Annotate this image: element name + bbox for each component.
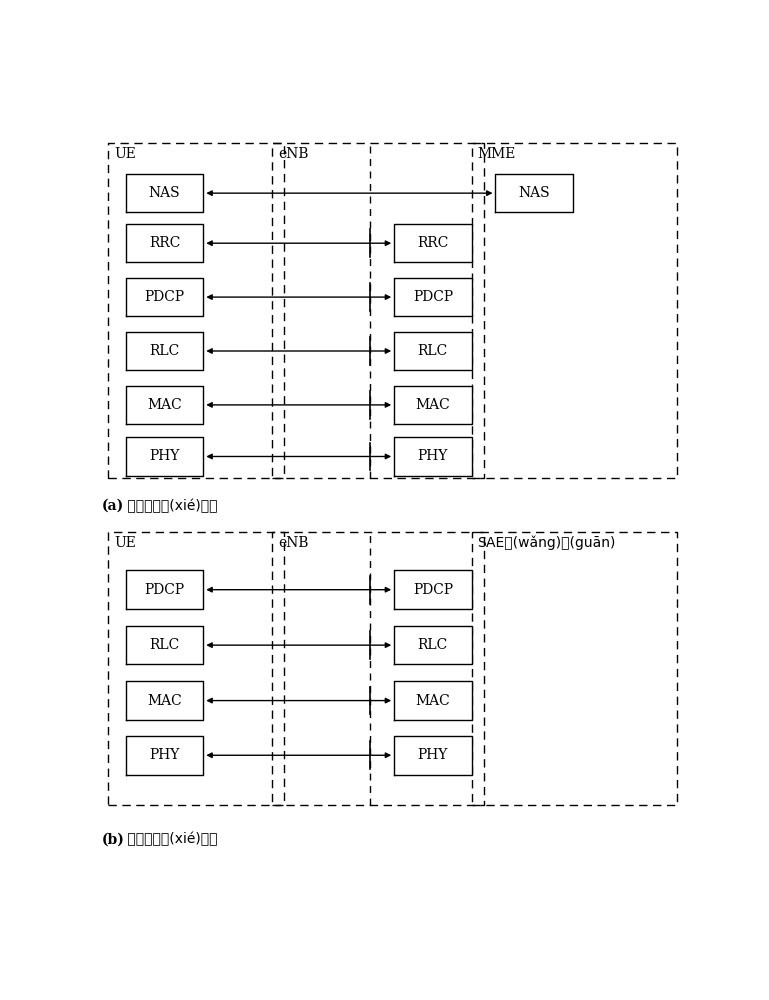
Polygon shape xyxy=(126,278,203,316)
Polygon shape xyxy=(394,224,471,262)
Text: PHY: PHY xyxy=(418,449,448,463)
Text: RRC: RRC xyxy=(149,236,181,250)
Polygon shape xyxy=(394,626,471,664)
Text: MME: MME xyxy=(478,147,516,161)
Polygon shape xyxy=(126,736,203,774)
Polygon shape xyxy=(126,224,203,262)
Text: NAS: NAS xyxy=(149,186,181,200)
Text: NAS: NAS xyxy=(518,186,550,200)
Polygon shape xyxy=(126,332,203,370)
Polygon shape xyxy=(126,570,203,609)
Polygon shape xyxy=(126,386,203,424)
Polygon shape xyxy=(394,681,471,720)
Text: 控制平面協(xié)議棧: 控制平面協(xié)議棧 xyxy=(123,499,218,513)
Text: RLC: RLC xyxy=(149,638,180,652)
Polygon shape xyxy=(126,626,203,664)
Text: SAE網(wǎng)關(guān): SAE網(wǎng)關(guān) xyxy=(478,536,616,550)
Text: eNB: eNB xyxy=(278,147,308,161)
Text: MAC: MAC xyxy=(415,694,450,708)
Text: MAC: MAC xyxy=(148,398,182,412)
Polygon shape xyxy=(495,174,573,212)
Polygon shape xyxy=(126,681,203,720)
Text: PDCP: PDCP xyxy=(413,583,453,597)
Text: (b): (b) xyxy=(102,832,125,846)
Polygon shape xyxy=(126,437,203,476)
Polygon shape xyxy=(394,278,471,316)
Text: PHY: PHY xyxy=(418,748,448,762)
Text: RLC: RLC xyxy=(149,344,180,358)
Polygon shape xyxy=(394,736,471,774)
Text: (a): (a) xyxy=(102,499,125,513)
Polygon shape xyxy=(394,570,471,609)
Text: RLC: RLC xyxy=(418,638,448,652)
Text: MAC: MAC xyxy=(415,398,450,412)
Polygon shape xyxy=(126,174,203,212)
Polygon shape xyxy=(394,332,471,370)
Text: MAC: MAC xyxy=(148,694,182,708)
Text: PHY: PHY xyxy=(149,748,180,762)
Text: UE: UE xyxy=(114,536,136,550)
Text: PDCP: PDCP xyxy=(145,583,185,597)
Text: PDCP: PDCP xyxy=(413,290,453,304)
Polygon shape xyxy=(394,437,471,476)
Polygon shape xyxy=(394,386,471,424)
Text: RLC: RLC xyxy=(418,344,448,358)
Text: 用戶平面協(xié)議棧: 用戶平面協(xié)議棧 xyxy=(123,832,218,847)
Text: UE: UE xyxy=(114,147,136,161)
Text: eNB: eNB xyxy=(278,536,308,550)
Text: PHY: PHY xyxy=(149,449,180,463)
Text: RRC: RRC xyxy=(417,236,448,250)
Text: PDCP: PDCP xyxy=(145,290,185,304)
